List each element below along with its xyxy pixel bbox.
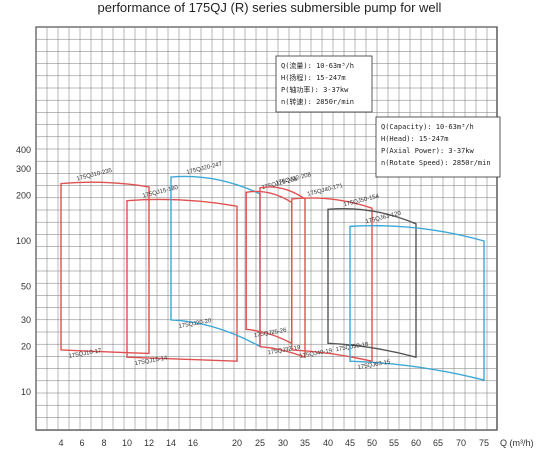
info-line: n(Rotate Speed): 2850r/min — [381, 159, 491, 167]
x-tick-label: 65 — [433, 438, 443, 448]
y-tick-label: 20 — [21, 342, 31, 352]
info-line: Q(Capacity): 10-63m³/h — [381, 123, 474, 131]
x-tick-label: 30 — [278, 438, 288, 448]
chart-title: performance of 175QJ (R) series submersi… — [97, 0, 442, 15]
x-tick-label: 25 — [255, 438, 265, 448]
info-box-0 — [275, 55, 373, 113]
x-tick-label: 10 — [122, 438, 132, 448]
series-bottom-label: 175QJ40-19 — [299, 348, 333, 360]
y-tick-label: 300 — [16, 164, 31, 174]
plot-frame — [35, 26, 498, 431]
x-tick-label: 70 — [456, 438, 466, 448]
series-envelope-1 — [126, 198, 238, 362]
series-bottom-label: 175QJ10-17 — [68, 348, 102, 360]
grid — [35, 26, 498, 431]
x-tick-label: 55 — [389, 438, 399, 448]
x-tick-label: 75 — [479, 438, 489, 448]
axes: 4 6 8 10 12 14 16 20 25 30 35 40 45 50 55 60 65 70 75 Q (m³… — [16, 145, 534, 448]
x-tick-label: 60 — [411, 438, 421, 448]
series-bottom-label: 175QJ63-15 — [357, 359, 391, 371]
series-envelope-0 — [60, 181, 150, 355]
series-envelope-7 — [349, 224, 485, 381]
x-tick-label: 14 — [166, 438, 176, 448]
y-tick-label: 30 — [21, 315, 31, 325]
info-box-1 — [375, 116, 501, 178]
x-tick-label: 12 — [144, 438, 154, 448]
series-bottom-label: 175QJ25-26 — [254, 328, 288, 340]
series-bottom-label: 175QJ20-20 — [178, 318, 212, 330]
series-envelope-5 — [291, 197, 373, 363]
info-line: H(Head): 15-247m — [381, 135, 448, 143]
y-tick-label: 100 — [16, 236, 31, 246]
y-tick-label: 400 — [16, 145, 31, 155]
info-line: n(转速): 2850r/min — [281, 97, 354, 106]
y-tick-label: 10 — [21, 387, 31, 397]
info-line: P(Axial Power): 3-37kw — [381, 147, 475, 155]
x-tick-label: 50 — [367, 438, 377, 448]
x-tick-label: 45 — [345, 438, 355, 448]
info-line: H(扬程): 15-247m — [281, 73, 346, 82]
series-bottom-label: 175QJ32-19 — [267, 345, 301, 357]
info-line: Q(流量): 10-63m³/h — [281, 61, 354, 70]
info-boxes: Q(流量): 10-63m³/h H(扬程): 15-247m P(轴功率): 3-… — [275, 55, 501, 178]
x-tick-label: 20 — [232, 438, 242, 448]
x-tick-label: 8 — [101, 438, 106, 448]
x-tick-label: 40 — [323, 438, 333, 448]
series-bottom-label: 175QJ15-14 — [134, 355, 168, 367]
info-line: P(轴功率): 3-37kw — [281, 85, 349, 94]
series-envelope-6 — [327, 207, 417, 359]
x-tick-label: 4 — [58, 438, 63, 448]
series-bottom-label: 175QJ50-18 — [335, 342, 369, 354]
x-tick-label: 35 — [300, 438, 310, 448]
x-tick-label: 6 — [79, 438, 84, 448]
x-tick-label: 16 — [188, 438, 198, 448]
y-tick-label: 50 — [21, 281, 31, 291]
x-axis-unit: Q (m³/h) — [500, 438, 534, 448]
series-envelope-4 — [259, 186, 306, 359]
y-tick-label: 200 — [16, 191, 31, 201]
